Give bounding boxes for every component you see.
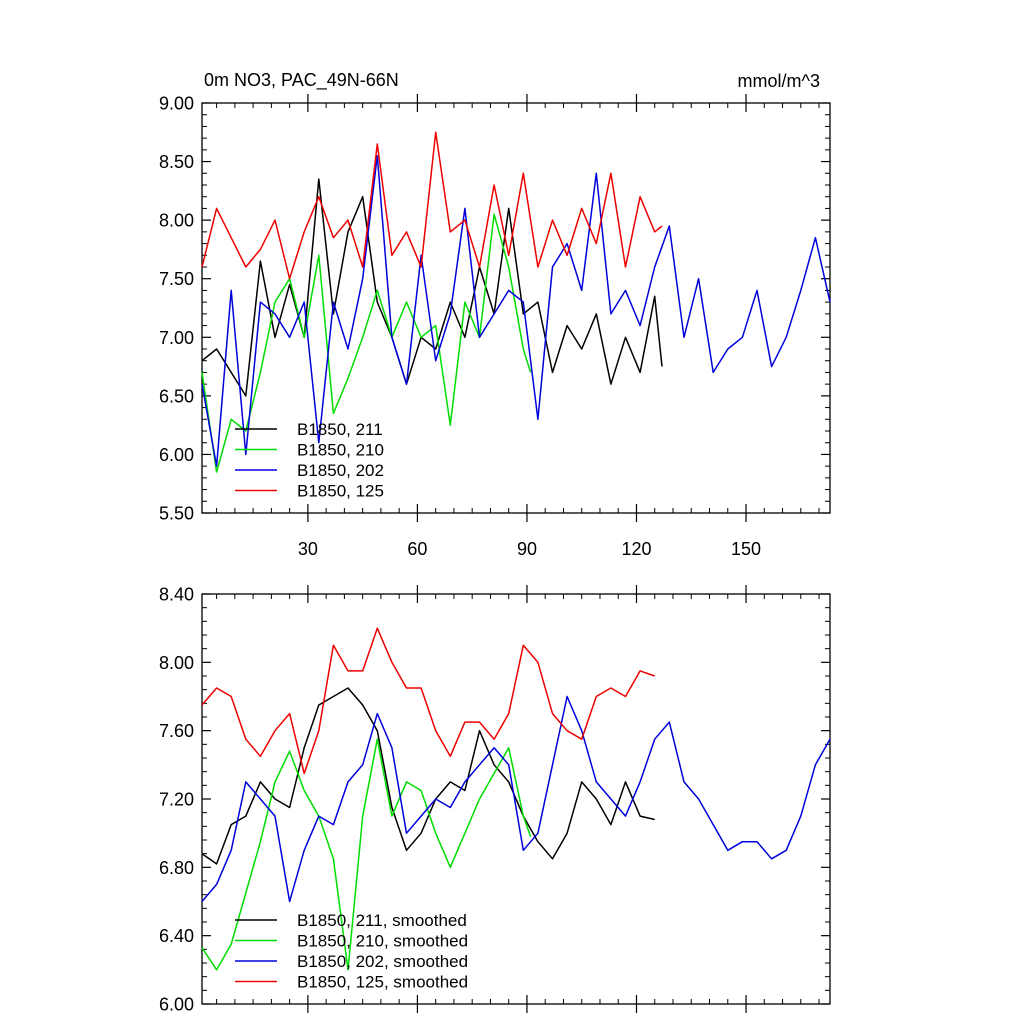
y-tick-label: 7.50 [159,269,194,289]
series-line-b1850-202-smoothed [201,695,831,903]
y-tick-label: 8.00 [159,653,194,673]
x-tick-label: 60 [407,539,427,559]
y-tick-label: 7.60 [159,721,194,741]
legend-label: B1850, 210, smoothed [297,932,468,951]
series-line-b1850-125 [201,131,663,280]
y-tick-label: 6.00 [159,995,194,1015]
y-tick-label: 6.50 [159,386,194,406]
legend-label: B1850, 125 [297,482,384,501]
series-line-b1850-211-smoothed [201,687,655,865]
x-tick-label: 150 [731,539,761,559]
legend-label: B1850, 211, smoothed [297,911,467,930]
chart-panel-2: 6.00 6.40 6.80 7.20 7.60 8.00 8.40 B1850, 211, … [159,585,831,1015]
legend-label: B1850, 210 [297,441,384,460]
series-line-b1850-211 [201,178,663,397]
legend-label: B1850, 211 [297,420,383,439]
series-line-b1850-202 [201,154,831,467]
x-tick-label: 30 [298,539,318,559]
y-tick-label: 6.80 [159,858,194,878]
y-tick-label: 9.00 [159,94,194,114]
legend-label: B1850, 202, smoothed [297,952,468,971]
y-tick-label: 8.00 [159,211,194,231]
plot-frame [201,102,831,514]
series-line-b1850-210-smoothed [201,738,532,971]
legend-label: B1850, 125, smoothed [297,973,468,992]
chart-title: 0m NO3, PAC_49N-66N [204,70,399,91]
series-line-b1850-210 [201,213,532,473]
y-tick-label: 7.00 [159,328,194,348]
units-label: mmol/m^3 [738,71,820,91]
y-tick-label: 6.00 [159,445,194,465]
x-tick-label: 90 [517,539,537,559]
series-line-b1850-125-smoothed [201,627,655,775]
chart-panel-1: 5.50 6.00 6.50 7.00 7.50 8.00 8.50 9.00 30 60 90 12… [159,70,831,559]
y-tick-label: 8.40 [159,585,194,605]
y-tick-label: 6.40 [159,926,194,946]
y-tick-label: 7.20 [159,790,194,810]
x-tick-label: 120 [621,539,651,559]
y-tick-label: 5.50 [159,504,194,524]
legend-label: B1850, 202 [297,461,384,480]
y-tick-label: 8.50 [159,152,194,172]
